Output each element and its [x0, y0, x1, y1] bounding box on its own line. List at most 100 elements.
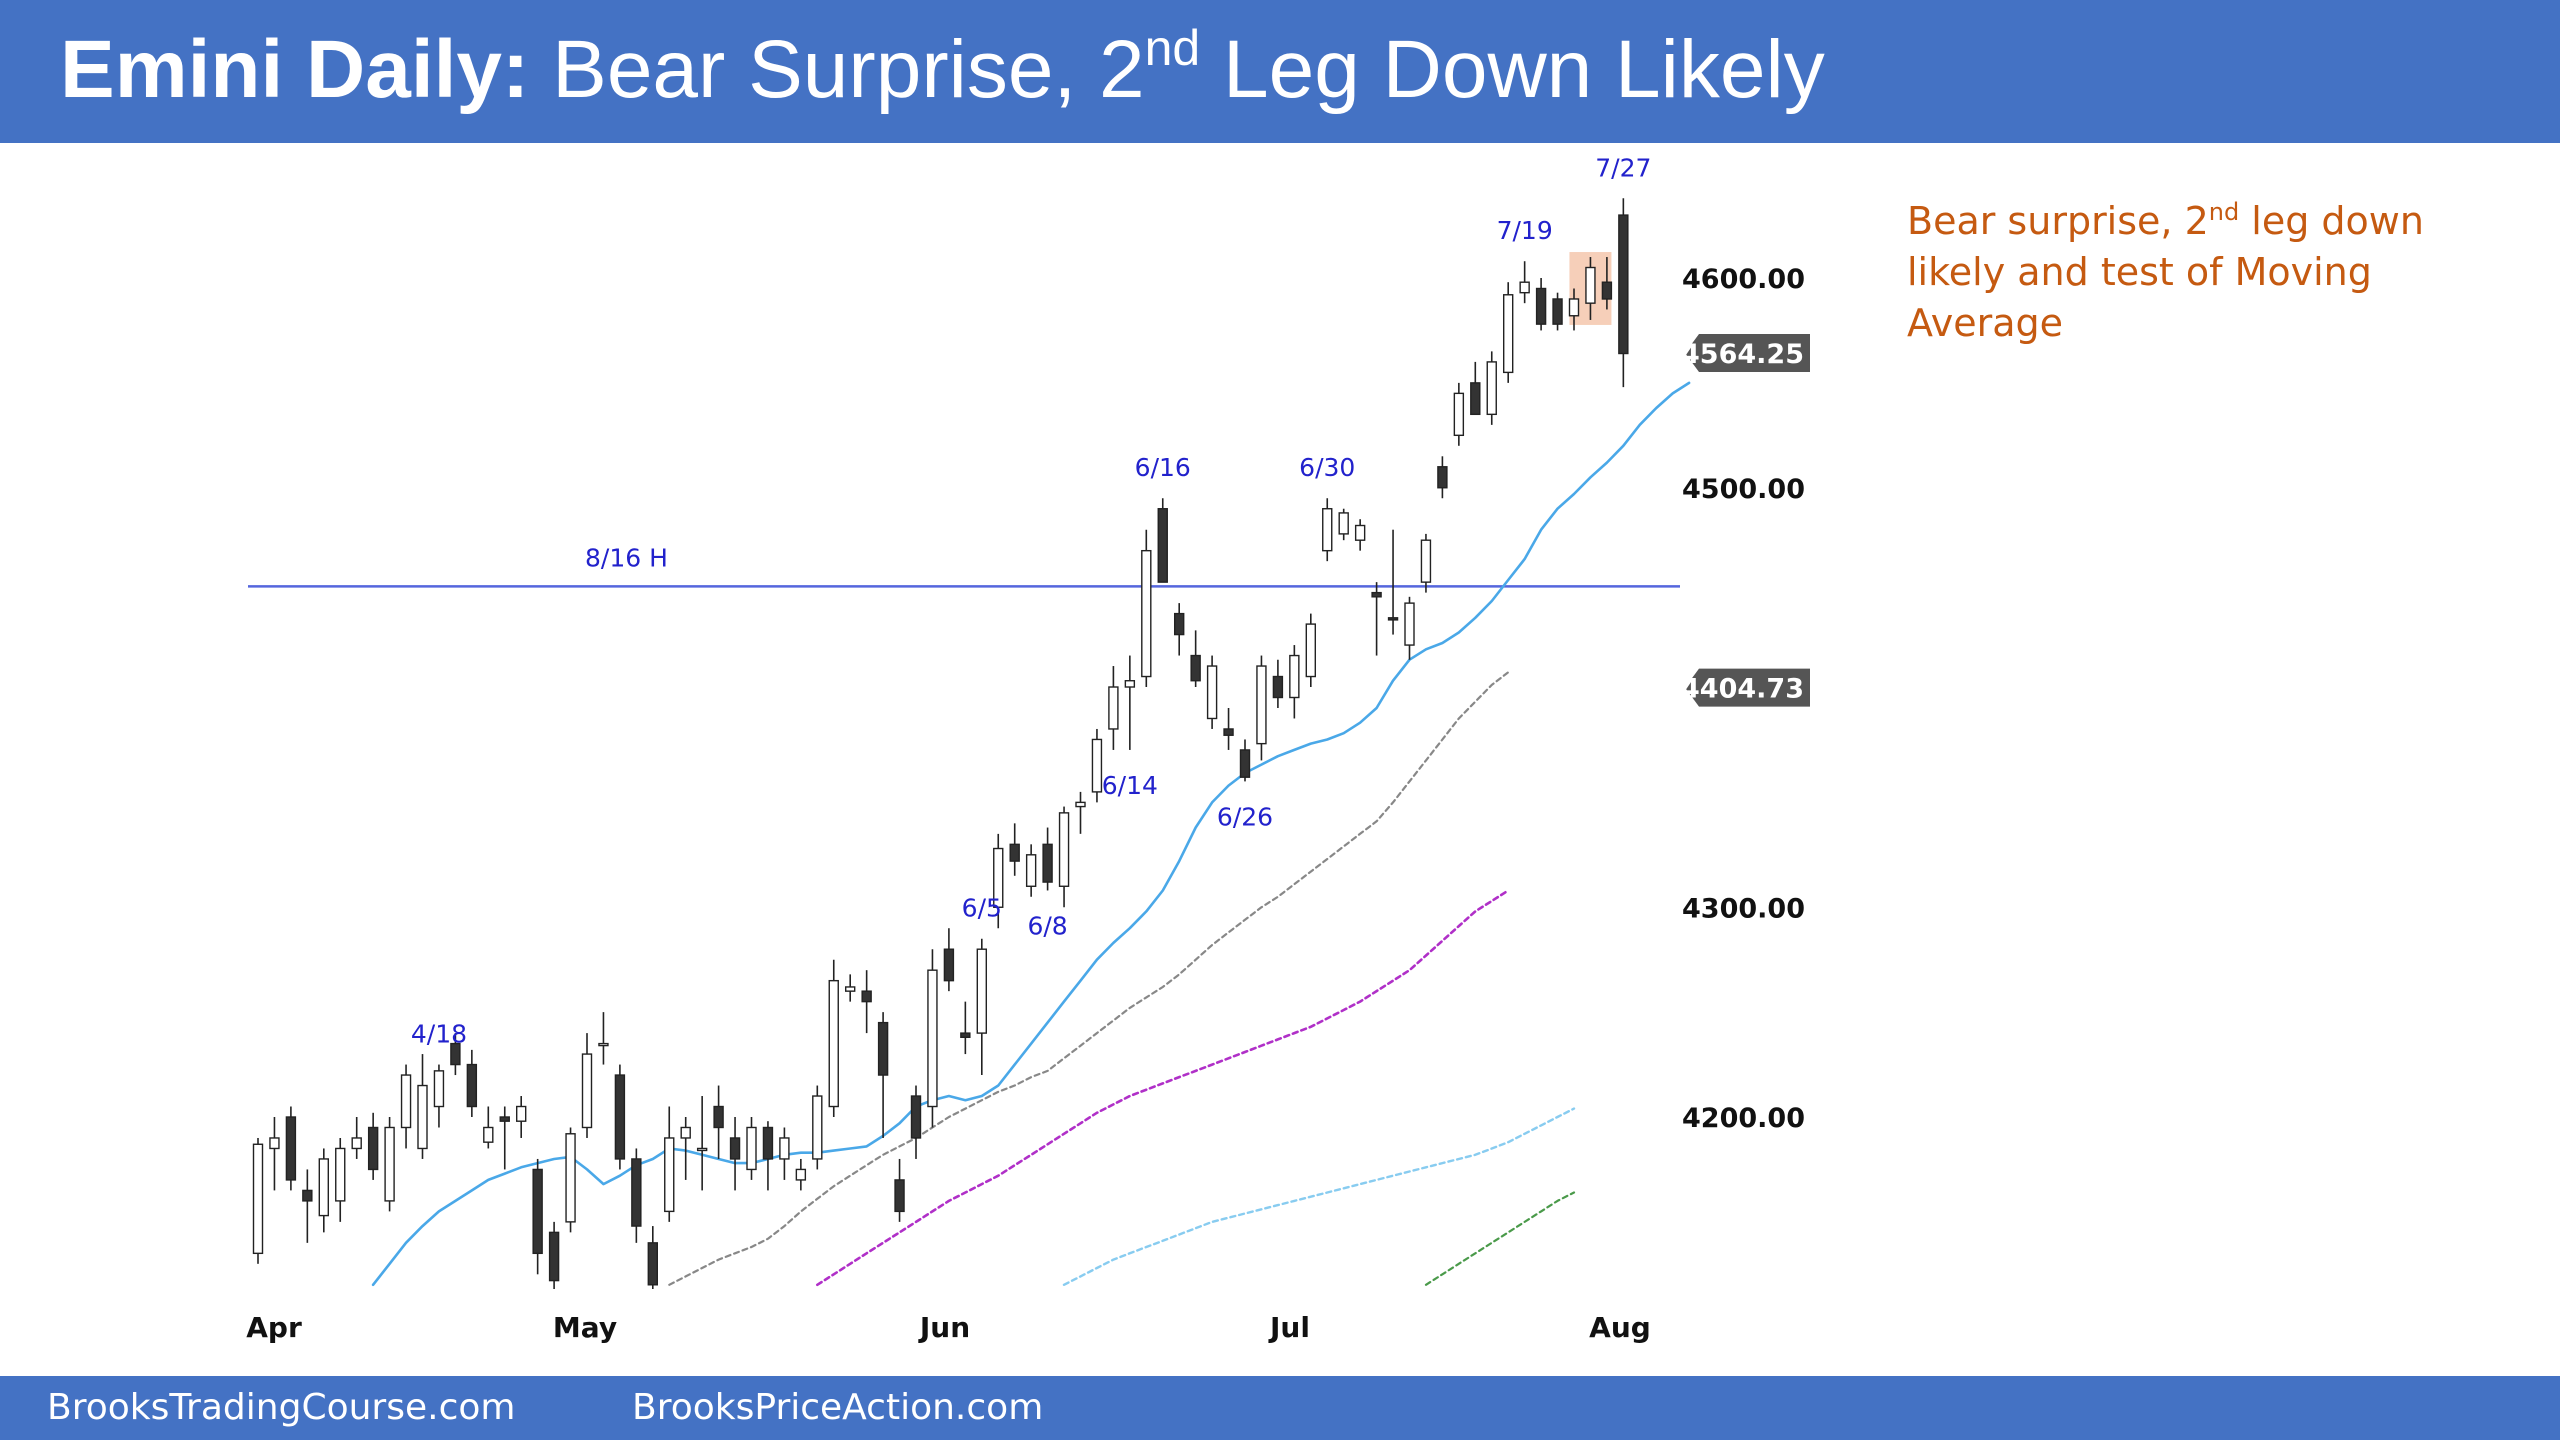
candle	[1618, 198, 1629, 388]
candle-body	[1354, 524, 1366, 541]
candle	[631, 1148, 642, 1243]
candle-body	[1272, 675, 1284, 699]
candle	[696, 1096, 708, 1191]
candle-body	[1535, 287, 1547, 325]
candle-body	[1124, 680, 1136, 688]
candle	[1568, 288, 1580, 331]
candle	[252, 1137, 264, 1264]
candle	[516, 1096, 527, 1138]
candle-body	[400, 1074, 412, 1129]
date-label: 6/14	[1102, 771, 1158, 800]
candle	[1289, 645, 1300, 719]
candle	[993, 833, 1004, 929]
candle	[417, 1054, 428, 1159]
candle-body	[1420, 539, 1432, 583]
candle	[1437, 456, 1448, 499]
candle-body	[499, 1116, 510, 1122]
candle	[598, 1012, 609, 1065]
date-label: 7/27	[1595, 153, 1651, 182]
candle-body	[1371, 591, 1382, 598]
candle	[1009, 823, 1020, 876]
candle-body	[1206, 665, 1218, 720]
candle-body	[302, 1189, 313, 1202]
candle	[1091, 728, 1103, 803]
candle-body	[680, 1126, 691, 1139]
candle	[367, 1112, 379, 1180]
candle-body	[417, 1084, 428, 1150]
candle-body	[1470, 382, 1481, 416]
candle-body	[1404, 602, 1415, 646]
moving-average-ema	[371, 381, 1691, 1287]
candle-body	[910, 1095, 922, 1139]
candle	[1404, 596, 1415, 660]
candle-body	[1256, 665, 1267, 745]
x-tick-label: May	[553, 1311, 617, 1344]
candle	[351, 1117, 362, 1159]
footer-link-trading-course[interactable]: BrooksTradingCourse.com	[47, 1387, 516, 1428]
candle	[1108, 666, 1119, 750]
candle	[1535, 278, 1547, 331]
candle	[483, 1106, 494, 1149]
candle	[1239, 739, 1251, 782]
candle	[1058, 806, 1070, 908]
candle-body	[812, 1095, 823, 1160]
candle-body	[450, 1042, 461, 1066]
title-bar: Emini Daily: Bear Surprise, 2nd Leg Down…	[0, 0, 2560, 143]
candle	[795, 1158, 807, 1191]
candle-body	[1108, 686, 1119, 730]
y-tick-label: 4600.00	[1682, 264, 1805, 295]
y-tick-label: 4300.00	[1682, 893, 1805, 924]
candle	[499, 1106, 510, 1170]
candle-body	[1387, 617, 1399, 621]
candle-body	[351, 1137, 362, 1150]
candle	[894, 1158, 905, 1222]
candle-body	[713, 1105, 724, 1129]
price-tag-box	[1685, 668, 1810, 707]
candle	[565, 1127, 576, 1233]
candle-body	[762, 1126, 774, 1160]
candle-body	[269, 1137, 280, 1150]
date-label: 6/30	[1299, 453, 1355, 482]
candle-body	[516, 1105, 527, 1122]
candle-body	[285, 1116, 297, 1181]
candle-body	[565, 1133, 576, 1223]
candle	[1025, 844, 1037, 897]
candle-body	[433, 1070, 445, 1108]
candle	[1470, 361, 1481, 416]
y-tick-label: 4500.00	[1682, 474, 1805, 505]
candle-body	[631, 1158, 642, 1227]
candle	[1322, 498, 1333, 562]
note-superscript: nd	[2208, 198, 2240, 226]
title-superscript: nd	[1144, 20, 1201, 76]
candle-body	[1486, 361, 1497, 416]
y-tick-label: 4200.00	[1682, 1103, 1805, 1134]
hline-label: 8/16 H	[585, 543, 668, 572]
candle-body	[548, 1231, 560, 1282]
candle	[450, 1033, 461, 1076]
candle	[812, 1085, 823, 1170]
moving-average-ma200	[1424, 1191, 1576, 1286]
candle	[927, 949, 938, 1128]
candle-body	[696, 1147, 708, 1152]
candle	[1552, 292, 1563, 331]
candle	[1387, 529, 1399, 635]
candle	[548, 1221, 560, 1289]
candle	[1141, 529, 1152, 688]
date-label: 6/16	[1135, 453, 1191, 482]
candle-body	[1519, 281, 1530, 294]
candle	[532, 1158, 543, 1275]
x-tick-label: Apr	[246, 1311, 302, 1344]
x-tick-label: Jun	[918, 1311, 970, 1344]
candle-body	[367, 1126, 379, 1171]
candle	[614, 1064, 626, 1170]
date-label: 6/26	[1217, 802, 1273, 831]
candle-body	[1025, 854, 1037, 887]
moving-average-ma150	[1062, 1107, 1576, 1287]
candle-body	[384, 1126, 395, 1202]
footer-link-price-action[interactable]: BrooksPriceAction.com	[632, 1387, 1044, 1428]
candle	[1305, 613, 1317, 688]
candle-body	[1141, 549, 1152, 678]
candle-body	[795, 1168, 807, 1181]
candle	[779, 1127, 790, 1180]
candle	[1354, 519, 1366, 551]
